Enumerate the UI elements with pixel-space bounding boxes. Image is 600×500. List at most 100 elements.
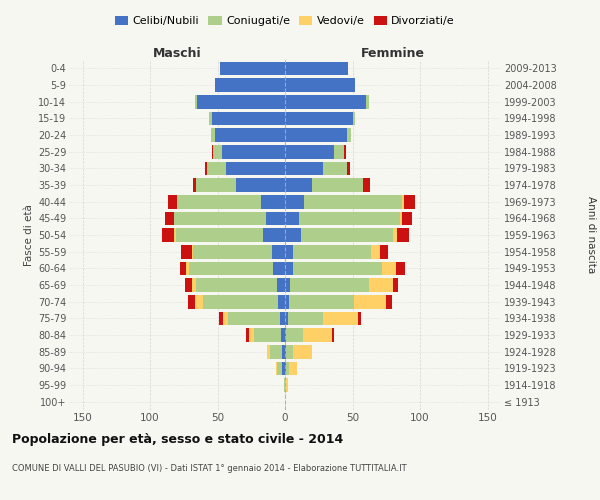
Bar [290,278,368,292]
Bar [193,178,196,192]
Bar [219,312,223,325]
Bar [344,145,346,158]
Bar [277,362,283,375]
Bar [254,328,281,342]
Bar [393,278,398,292]
Bar [263,228,285,242]
Bar [285,312,288,325]
Bar [196,278,277,292]
Bar [285,62,349,75]
Bar [286,328,302,342]
Bar [323,162,347,175]
Bar [285,112,353,125]
Bar [193,245,271,258]
Text: COMUNE DI VALLI DEL PASUBIO (VI) - Dati ISTAT 1° gennaio 2014 - Elaborazione TUT: COMUNE DI VALLI DEL PASUBIO (VI) - Dati … [12,464,407,473]
Bar [285,128,347,142]
Bar [285,228,301,242]
Bar [386,295,392,308]
Bar [285,195,304,208]
Bar [194,295,203,308]
Bar [371,245,380,258]
Bar [380,245,388,258]
Bar [281,328,285,342]
Bar [162,228,174,242]
Bar [353,112,355,125]
Bar [226,162,285,175]
Bar [289,362,297,375]
Bar [220,62,285,75]
Bar [206,162,226,175]
Bar [285,245,293,258]
Bar [404,195,415,208]
Bar [358,312,361,325]
Bar [285,262,293,275]
Bar [278,295,285,308]
Bar [197,95,285,108]
Bar [286,345,293,358]
Bar [293,262,382,275]
Bar [285,178,312,192]
Bar [248,328,254,342]
Bar [304,195,403,208]
Bar [212,145,214,158]
Bar [221,145,285,158]
Bar [285,212,299,225]
Bar [285,345,286,358]
Bar [285,328,286,342]
Bar [270,345,283,358]
Bar [187,262,189,275]
Bar [289,295,354,308]
Bar [334,145,344,158]
Bar [229,312,280,325]
Bar [165,212,174,225]
Bar [273,262,285,275]
Bar [347,128,351,142]
Text: Popolazione per età, sesso e stato civile - 2014: Popolazione per età, sesso e stato civil… [12,432,343,446]
Text: Anni di nascita: Anni di nascita [586,196,596,274]
Bar [181,245,192,258]
Bar [167,195,177,208]
Bar [268,345,270,358]
Bar [209,112,212,125]
Bar [177,195,260,208]
Bar [194,95,197,108]
Bar [203,295,278,308]
Bar [180,262,187,275]
Bar [277,278,285,292]
Bar [223,312,228,325]
Bar [396,262,405,275]
Bar [397,228,409,242]
Bar [347,162,350,175]
Bar [211,128,215,142]
Bar [192,278,196,292]
Bar [299,212,400,225]
Bar [188,295,194,308]
Bar [214,145,221,158]
Bar [212,112,285,125]
Bar [285,295,289,308]
Bar [301,228,393,242]
Bar [302,328,332,342]
Bar [275,362,277,375]
Bar [283,345,285,358]
Y-axis label: Fasce di età: Fasce di età [23,204,34,266]
Bar [236,178,285,192]
Bar [175,212,266,225]
Bar [196,178,236,192]
Bar [176,228,263,242]
Bar [260,195,285,208]
Bar [293,345,312,358]
Bar [192,245,193,258]
Bar [393,228,397,242]
Bar [246,328,248,342]
Bar [382,262,396,275]
Bar [285,95,366,108]
Bar [366,95,368,108]
Bar [205,162,206,175]
Bar [403,195,404,208]
Bar [293,245,371,258]
Bar [189,262,273,275]
Bar [323,312,358,325]
Text: Maschi: Maschi [152,47,202,60]
Bar [285,278,290,292]
